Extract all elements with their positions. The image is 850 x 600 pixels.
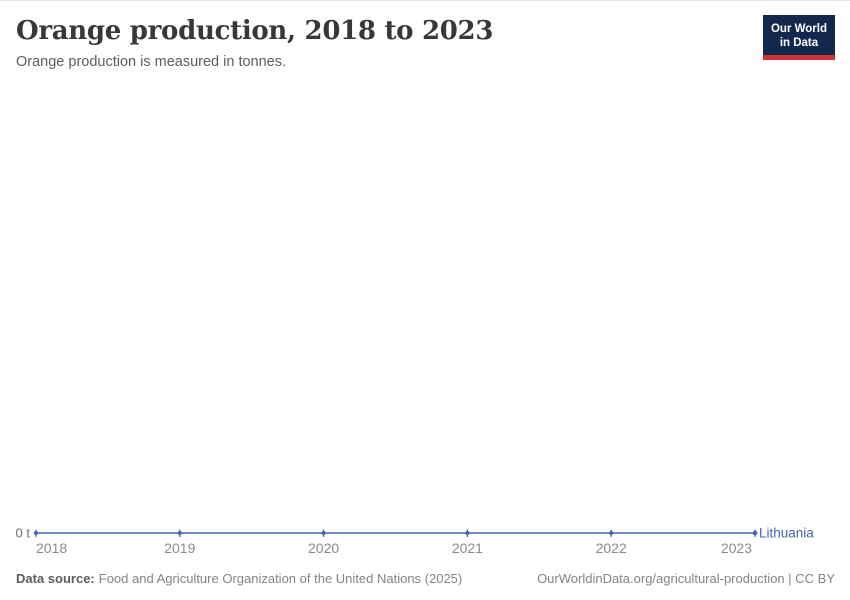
data-source-label: Data source:	[16, 571, 95, 587]
x-tick-label: 2018	[36, 540, 67, 556]
data-point[interactable]	[177, 531, 182, 535]
chart-titles: Orange production, 2018 to 2023 Orange p…	[16, 15, 493, 72]
data-source: Data source: Food and Agriculture Organiz…	[16, 571, 462, 588]
series-label[interactable]: Lithuania	[759, 526, 814, 541]
chart-header: Orange production, 2018 to 2023 Orange p…	[0, 1, 850, 72]
x-tick-label: 2023	[721, 540, 752, 556]
x-tick-label: 2021	[452, 540, 483, 556]
owid-logo-line1: Our World	[770, 23, 827, 35]
owid-logo-line2: in Data	[779, 37, 819, 50]
data-point[interactable]	[321, 531, 326, 535]
chart-footer: Data source: Food and Agriculture Organiz…	[0, 571, 850, 600]
x-tick-label: 2022	[596, 540, 627, 556]
data-point[interactable]	[34, 531, 38, 535]
chart-title: Orange production, 2018 to 2023	[16, 16, 494, 46]
data-point[interactable]	[609, 531, 614, 535]
chart-subtitle: Orange production is measured in tonnes.	[16, 54, 287, 71]
owid-logo[interactable]: Our World in Data	[762, 15, 835, 60]
x-tick-label: 2020	[308, 540, 339, 556]
owid-credit-link[interactable]: OurWorldinData.org/agricultural-producti…	[537, 571, 835, 587]
data-source-text: Food and Agriculture Organization of the…	[98, 571, 463, 587]
x-tick-label: 2019	[164, 540, 195, 556]
data-point[interactable]	[752, 530, 758, 536]
data-point[interactable]	[465, 531, 470, 535]
y-tick-label: 0 t	[16, 526, 31, 541]
